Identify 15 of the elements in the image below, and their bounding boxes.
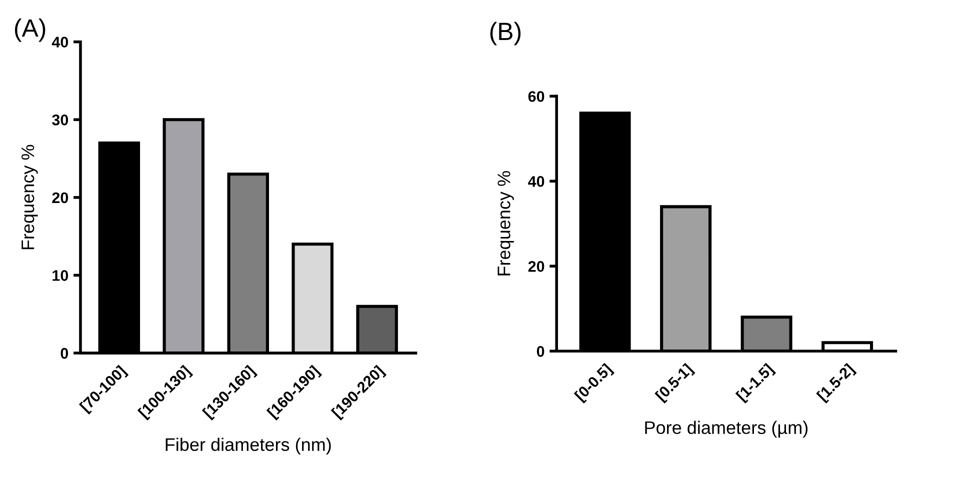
y-axis-title: Frequency % <box>498 171 514 276</box>
x-axis-title: Fiber diameters (nm) <box>166 438 331 455</box>
y-tick-label: 20 <box>528 261 544 272</box>
y-tick-label: 0 <box>60 348 68 359</box>
y-tick-label: 10 <box>52 270 68 281</box>
text: (B) <box>490 22 521 46</box>
y-axis-title: Frequency % <box>22 144 38 250</box>
y-tick-label: 20 <box>52 192 68 204</box>
x-axis-title: Pore diameters (µm) <box>645 420 808 438</box>
y-tick-label: 0 <box>536 346 544 357</box>
y-tick-label: 40 <box>52 36 68 48</box>
y-tick-label: 60 <box>528 91 544 102</box>
y-tick-label: 40 <box>528 176 544 187</box>
y-tick-label: 30 <box>52 114 68 126</box>
text: (A) <box>14 18 46 42</box>
